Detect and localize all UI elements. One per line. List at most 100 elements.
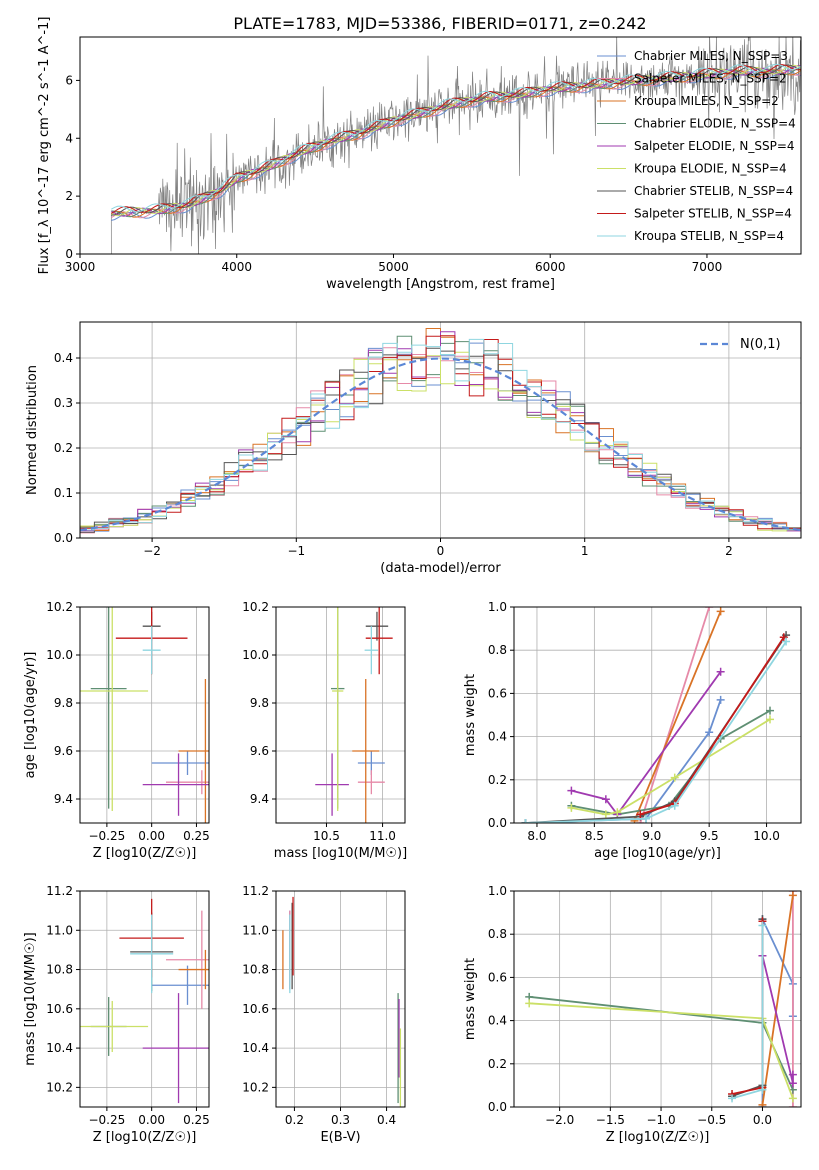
x-axis-label: Z [log10(Z/Z☉)]: [93, 1130, 197, 1145]
weight-marker: [782, 637, 791, 646]
weight-marker: [716, 607, 725, 616]
errorbar-point: [178, 679, 209, 823]
x-tick-label: 5000: [378, 260, 409, 274]
mass-vs-metallicity-panel: −0.25 0.00 0.25 10.2 10.4 10.6 10.8 11.0 11.2 Z […: [23, 884, 210, 1145]
weight-marker: [728, 1094, 737, 1103]
y-axis-label: age [log10(age/yr)]: [23, 652, 38, 779]
y-tick-label: 0.2: [488, 773, 507, 787]
x-tick-label: −0.5: [697, 1113, 726, 1127]
errorbar-point: [352, 679, 380, 823]
x-tick-label: 10.5: [313, 829, 340, 843]
errorbar-point: [80, 1000, 149, 1053]
errorbar-point: [365, 611, 389, 641]
legend-label: Salpeter ELODIE, N_SSP=4: [634, 139, 795, 153]
errorbar-point: [142, 993, 209, 1104]
weight-marker: [716, 667, 725, 676]
weight-marker: [758, 921, 767, 930]
weight-series-line: [731, 921, 764, 1095]
weight-marker: [758, 1085, 767, 1094]
y-tick-label: 0.0: [54, 531, 73, 545]
weight-marker: [642, 814, 651, 823]
y-axis-label: mass [log10(M/M☉)]: [23, 932, 38, 1065]
errorbar-point: [166, 910, 209, 1009]
x-tick-label: −2.0: [545, 1113, 574, 1127]
x-tick-label: 0.0: [753, 1113, 772, 1127]
x-tick-label: 0.4: [377, 1113, 396, 1127]
y-tick-label: 0.4: [488, 1014, 507, 1028]
legend-label: Chabrier ELODIE, N_SSP=4: [634, 117, 796, 131]
weight-marker: [788, 1070, 797, 1079]
weight-series-line: [761, 895, 794, 1105]
weight-vs-age-panel: 8.0 8.5 9.0 9.5 10.0 0.0 0.2 0.4 0.6 0.8 1.0 age [l…: [463, 600, 802, 861]
y-tick-label: 10.4: [242, 1041, 269, 1055]
weight-series-line: [525, 699, 722, 823]
x-tick-label: 0.00: [138, 829, 165, 843]
plot-area: [525, 891, 797, 1107]
x-tick-label: 8.0: [527, 829, 546, 843]
x-tick-label: −1: [287, 544, 305, 558]
y-tick-label: 0.2: [54, 441, 73, 455]
weight-series-line: [731, 919, 764, 1098]
y-tick-label: 10.0: [242, 648, 269, 662]
x-tick-label: −2: [143, 544, 161, 558]
plot-area: [110, 37, 801, 254]
legend-label: Kroupa MILES, N_SSP=2: [634, 94, 779, 108]
weight-series-line: [633, 610, 722, 822]
y-tick-label: 0.0: [488, 816, 507, 830]
x-axis-label: age [log10(age/yr)]: [594, 846, 721, 861]
model-spectrum-line: [111, 64, 801, 217]
errorbar-point: [166, 770, 209, 795]
errorbar-point: [357, 770, 385, 795]
weight-series-line: [639, 607, 711, 823]
model-spectrum-line: [111, 63, 801, 213]
y-tick-label: 0.6: [488, 686, 507, 700]
y-tick-label: 0: [65, 247, 73, 261]
axes-frame: [513, 890, 802, 1108]
y-tick-label: 6: [65, 73, 73, 87]
weight-marker: [601, 810, 610, 819]
x-axis-label: E(B-V): [320, 1130, 360, 1145]
y-tick-label: 10.4: [46, 1041, 73, 1055]
legend-label: Kroupa ELODIE, N_SSP=4: [634, 162, 787, 176]
weight-marker: [521, 819, 530, 823]
y-axis-label: mass weight: [463, 958, 478, 1040]
x-tick-label: 0.3: [331, 1113, 350, 1127]
axes-frame: [275, 606, 406, 824]
y-tick-label: 0.1: [54, 486, 73, 500]
legend-label: Kroupa STELIB, N_SSP=4: [634, 229, 784, 243]
x-tick-label: 0.00: [138, 1113, 165, 1127]
y-tick-label: 11.2: [242, 884, 269, 898]
x-axis-label: Z [log10(Z/Z☉)]: [606, 1130, 710, 1145]
errorbar-point: [364, 626, 379, 675]
x-axis-label: wavelength [Angstrom, rest frame]: [326, 277, 555, 292]
weight-marker: [716, 695, 725, 704]
errorbar-point: [142, 626, 161, 675]
weight-marker: [613, 808, 622, 817]
y-tick-label: 10.2: [46, 600, 73, 614]
errorbar-point: [90, 607, 127, 809]
x-tick-label: 9.0: [642, 829, 661, 843]
plot-area: [282, 896, 402, 1107]
plot-area: [315, 607, 393, 823]
legend-label: Chabrier MILES, N_SSP=3: [634, 49, 788, 63]
legend-label: Salpeter STELIB, N_SSP=4: [634, 207, 792, 221]
errorbar-point: [142, 753, 209, 816]
y-tick-label: 10.2: [242, 1080, 269, 1094]
y-tick-label: 0.6: [488, 970, 507, 984]
errorbar-point: [80, 607, 149, 811]
y-tick-label: 0.8: [488, 643, 507, 657]
y-tick-label: 11.0: [242, 923, 269, 937]
weight-marker: [670, 773, 679, 782]
x-tick-label: −1.0: [646, 1113, 675, 1127]
y-tick-label: 10.6: [242, 1002, 269, 1016]
weight-marker: [705, 607, 714, 611]
errorbar-point: [315, 753, 349, 816]
errorbar-point: [332, 607, 344, 811]
y-tick-label: 9.8: [250, 696, 269, 710]
x-tick-label: −0.25: [88, 829, 125, 843]
y-tick-label: 9.8: [54, 696, 73, 710]
residual-histogram-panel: −2 −1 0 1 2 0.0 0.1 0.2 0.3 0.4 (data-model)/error…: [25, 321, 802, 576]
x-tick-label: 7000: [692, 260, 723, 274]
axes-frame: [79, 890, 210, 1108]
y-tick-label: 0.3: [54, 396, 73, 410]
